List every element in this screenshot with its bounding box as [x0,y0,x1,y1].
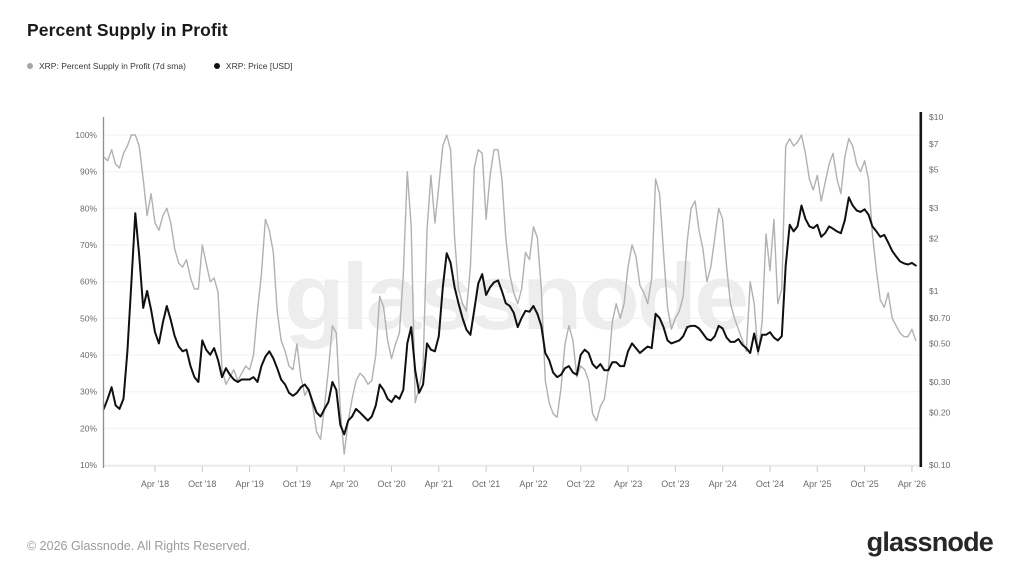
series-supply-in-profit-line [103,134,917,455]
right-axis-label: $3 [929,203,939,213]
right-axis-label: $0.20 [929,408,951,418]
left-axis-label: 30% [80,387,97,397]
right-axis-label: $2 [929,234,939,244]
glassnode-watermark: glassnode [284,244,747,349]
left-axis-label: 90% [80,167,97,177]
legend-dot-supply-icon [27,63,33,69]
left-axis-label: 10% [80,460,97,470]
x-axis-label: Apr '21 [425,479,453,489]
left-axis-label: 100% [75,130,97,140]
left-axis-label: 60% [80,277,97,287]
x-axis-label: Apr '23 [614,479,642,489]
x-axis-label: Apr '22 [519,479,547,489]
right-axis-label: $0.30 [929,377,951,387]
left-axis-label: 80% [80,203,97,213]
chart-legend: XRP: Percent Supply in Profit (7d sma) X… [27,61,293,71]
x-axis-label: Oct '23 [661,479,689,489]
right-axis-label: $0.70 [929,313,951,323]
right-axis-label: $10 [929,112,943,122]
x-axis-label: Apr '26 [898,479,926,489]
x-axis-label: Oct '21 [472,479,500,489]
right-axis-label: $0.10 [929,460,951,470]
x-axis-label: Apr '19 [235,479,263,489]
x-axis-label: Oct '22 [567,479,595,489]
x-axis-label: Oct '18 [188,479,216,489]
x-axis-label: Apr '20 [330,479,358,489]
x-axis-label: Oct '20 [377,479,405,489]
footer-copyright: © 2026 Glassnode. All Rights Reserved. [27,539,251,553]
x-axis-label: Apr '25 [803,479,831,489]
right-axis-label: $5 [929,164,939,174]
page-title: Percent Supply in Profit [27,20,228,40]
x-axis-label: Oct '25 [850,479,878,489]
series-price-line [102,196,917,436]
legend-label-supply: XRP: Percent Supply in Profit (7d sma) [39,61,186,71]
legend-dot-price-icon [213,63,220,69]
legend-item-supply-in-profit[interactable]: XRP: Percent Supply in Profit (7d sma) [27,61,186,71]
legend-label-price: XRP: Price [USD] [225,61,293,71]
left-axis-label: 70% [80,240,97,250]
legend-item-price[interactable]: XRP: Price [USD] [213,61,293,71]
right-axis-label: $7 [929,139,939,149]
x-axis-label: Apr '24 [709,479,737,489]
right-axis-label: $0.50 [929,338,951,348]
right-axis-label: $1 [929,286,939,296]
glassnode-logo: glassnode [866,527,994,557]
left-axis-label: 50% [80,313,97,323]
left-axis-label: 40% [80,350,97,360]
left-axis-label: 20% [80,423,97,433]
x-axis-label: Oct '24 [756,479,784,489]
x-axis-label: Oct '19 [283,479,311,489]
x-axis-label: Apr '18 [141,479,169,489]
